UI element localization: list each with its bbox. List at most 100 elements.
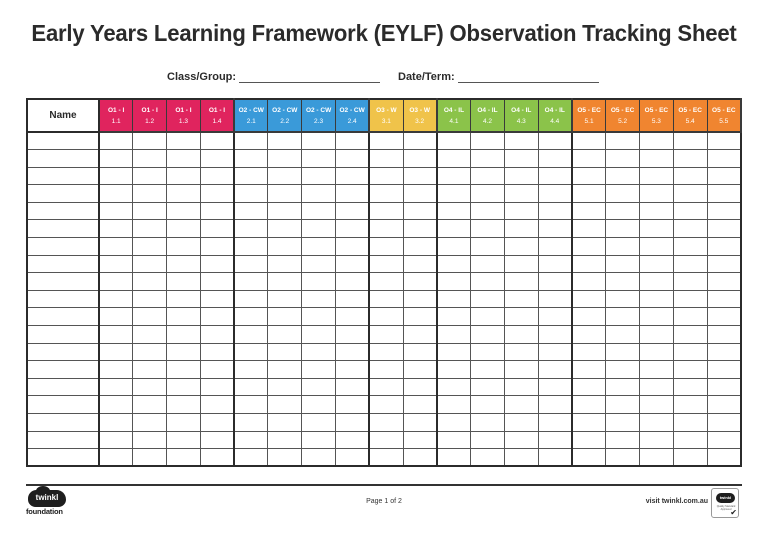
observation-cell[interactable] bbox=[301, 377, 336, 397]
observation-cell[interactable] bbox=[132, 201, 168, 221]
observation-cell[interactable] bbox=[470, 219, 505, 239]
observation-cell[interactable] bbox=[301, 166, 336, 186]
observation-cell[interactable] bbox=[98, 377, 134, 397]
observation-cell[interactable] bbox=[470, 131, 505, 151]
observation-cell[interactable] bbox=[402, 289, 438, 309]
observation-cell[interactable] bbox=[537, 360, 573, 379]
observation-cell[interactable] bbox=[334, 149, 371, 168]
observation-cell[interactable] bbox=[571, 413, 607, 432]
observation-cell[interactable] bbox=[98, 430, 134, 450]
observation-cell[interactable] bbox=[571, 166, 607, 186]
observation-cell[interactable] bbox=[470, 254, 505, 274]
observation-cell[interactable] bbox=[706, 342, 742, 362]
observation-cell[interactable] bbox=[605, 237, 640, 256]
class-group-field[interactable]: Class/Group: bbox=[167, 67, 381, 83]
observation-cell[interactable] bbox=[436, 325, 472, 344]
observation-cell[interactable] bbox=[233, 201, 269, 221]
observation-cell[interactable] bbox=[672, 377, 708, 397]
observation-cell[interactable] bbox=[301, 289, 336, 309]
observation-cell[interactable] bbox=[402, 166, 438, 186]
observation-cell[interactable] bbox=[436, 395, 472, 414]
observation-cell[interactable] bbox=[402, 237, 438, 256]
observation-cell[interactable] bbox=[639, 149, 674, 168]
observation-cell[interactable] bbox=[368, 413, 404, 432]
observation-cell[interactable] bbox=[166, 166, 201, 186]
date-term-input-line[interactable] bbox=[457, 71, 599, 83]
name-cell[interactable] bbox=[26, 149, 100, 168]
observation-cell[interactable] bbox=[503, 360, 539, 379]
observation-cell[interactable] bbox=[503, 395, 539, 414]
observation-cell[interactable] bbox=[368, 307, 404, 327]
observation-cell[interactable] bbox=[368, 272, 404, 291]
observation-cell[interactable] bbox=[470, 307, 505, 327]
observation-cell[interactable] bbox=[166, 360, 201, 379]
observation-cell[interactable] bbox=[571, 254, 607, 274]
observation-cell[interactable] bbox=[334, 430, 371, 450]
observation-cell[interactable] bbox=[402, 219, 438, 239]
observation-cell[interactable] bbox=[166, 395, 201, 414]
observation-cell[interactable] bbox=[368, 325, 404, 344]
observation-cell[interactable] bbox=[132, 272, 168, 291]
observation-cell[interactable] bbox=[706, 254, 742, 274]
observation-cell[interactable] bbox=[334, 448, 371, 467]
observation-cell[interactable] bbox=[233, 360, 269, 379]
name-cell[interactable] bbox=[26, 166, 100, 186]
observation-cell[interactable] bbox=[503, 201, 539, 221]
observation-cell[interactable] bbox=[706, 219, 742, 239]
observation-cell[interactable] bbox=[132, 149, 168, 168]
observation-cell[interactable] bbox=[503, 272, 539, 291]
observation-cell[interactable] bbox=[436, 272, 472, 291]
observation-cell[interactable] bbox=[166, 325, 201, 344]
observation-cell[interactable] bbox=[706, 360, 742, 379]
observation-cell[interactable] bbox=[706, 237, 742, 256]
observation-cell[interactable] bbox=[672, 413, 708, 432]
observation-cell[interactable] bbox=[470, 377, 505, 397]
observation-cell[interactable] bbox=[639, 131, 674, 151]
observation-cell[interactable] bbox=[672, 219, 708, 239]
observation-cell[interactable] bbox=[706, 272, 742, 291]
observation-cell[interactable] bbox=[706, 307, 742, 327]
observation-cell[interactable] bbox=[436, 166, 472, 186]
observation-cell[interactable] bbox=[503, 325, 539, 344]
observation-cell[interactable] bbox=[233, 131, 269, 151]
observation-cell[interactable] bbox=[368, 377, 404, 397]
observation-cell[interactable] bbox=[470, 272, 505, 291]
observation-cell[interactable] bbox=[132, 219, 168, 239]
observation-cell[interactable] bbox=[639, 413, 674, 432]
observation-cell[interactable] bbox=[301, 325, 336, 344]
observation-cell[interactable] bbox=[334, 272, 371, 291]
observation-cell[interactable] bbox=[199, 201, 236, 221]
observation-cell[interactable] bbox=[436, 448, 472, 467]
observation-cell[interactable] bbox=[334, 184, 371, 203]
observation-cell[interactable] bbox=[470, 448, 505, 467]
observation-cell[interactable] bbox=[98, 289, 134, 309]
observation-cell[interactable] bbox=[267, 307, 303, 327]
observation-cell[interactable] bbox=[706, 149, 742, 168]
observation-cell[interactable] bbox=[233, 272, 269, 291]
observation-cell[interactable] bbox=[166, 342, 201, 362]
observation-cell[interactable] bbox=[98, 166, 134, 186]
observation-cell[interactable] bbox=[199, 184, 236, 203]
observation-cell[interactable] bbox=[571, 219, 607, 239]
observation-cell[interactable] bbox=[368, 360, 404, 379]
observation-cell[interactable] bbox=[402, 342, 438, 362]
observation-cell[interactable] bbox=[470, 413, 505, 432]
observation-cell[interactable] bbox=[368, 131, 404, 151]
observation-cell[interactable] bbox=[132, 166, 168, 186]
observation-cell[interactable] bbox=[503, 149, 539, 168]
observation-cell[interactable] bbox=[706, 413, 742, 432]
observation-cell[interactable] bbox=[639, 360, 674, 379]
observation-cell[interactable] bbox=[334, 166, 371, 186]
observation-cell[interactable] bbox=[132, 254, 168, 274]
observation-cell[interactable] bbox=[334, 377, 371, 397]
observation-cell[interactable] bbox=[98, 149, 134, 168]
observation-cell[interactable] bbox=[334, 360, 371, 379]
observation-cell[interactable] bbox=[233, 237, 269, 256]
observation-cell[interactable] bbox=[537, 289, 573, 309]
observation-cell[interactable] bbox=[571, 342, 607, 362]
observation-cell[interactable] bbox=[368, 237, 404, 256]
observation-cell[interactable] bbox=[571, 377, 607, 397]
observation-cell[interactable] bbox=[267, 289, 303, 309]
observation-cell[interactable] bbox=[706, 448, 742, 467]
observation-cell[interactable] bbox=[605, 219, 640, 239]
